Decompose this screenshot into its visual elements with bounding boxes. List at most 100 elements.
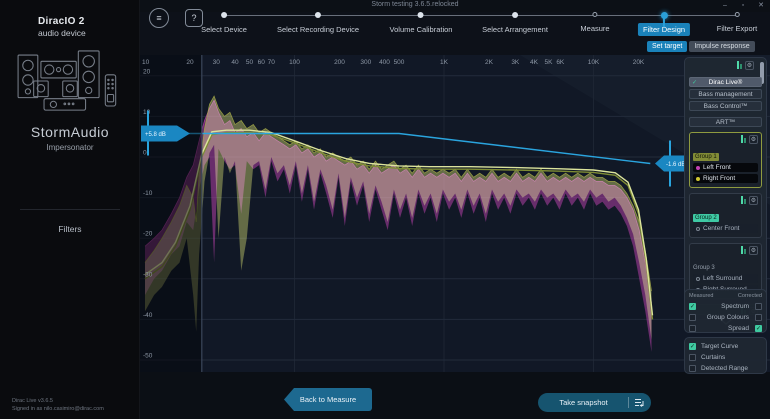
stepper-connector <box>224 15 737 16</box>
option-row-target-curve: ✓ Target Curve <box>689 341 762 351</box>
close-icon[interactable]: ✕ <box>758 2 764 9</box>
svg-text:500: 500 <box>394 59 405 66</box>
svg-text:-50: -50 <box>143 353 153 360</box>
checkbox-spread-measured[interactable] <box>689 324 696 332</box>
sidebar: DiracIO 2 audio device <box>0 0 140 419</box>
group-card-group-2[interactable]: ⚙ Group 2 Center Front <box>689 193 762 238</box>
filter-design-subtabs: Set target Impulse response <box>647 41 755 52</box>
help-button[interactable]: ? <box>185 9 203 27</box>
check-icon: ✓ <box>692 79 698 86</box>
menu-button[interactable]: ≡ <box>149 8 169 28</box>
channel-color-dot <box>696 165 700 170</box>
option-row-detected-range: Detected Range <box>689 363 762 373</box>
panel-scrollbar[interactable] <box>760 62 764 132</box>
checkbox-group-colours-corrected[interactable] <box>755 313 762 321</box>
step-filter-export[interactable]: Filter Export <box>717 12 757 33</box>
sidebar-item-filters[interactable]: Filters <box>58 224 82 234</box>
checkbox-curtains[interactable] <box>689 353 696 361</box>
mode-button-dirac-live[interactable]: ✓ Dirac Live® <box>689 77 762 87</box>
mode-button-art[interactable]: ART™ <box>689 117 762 127</box>
titlebar: Storm testing 3.6.5.relocked – ▫ ✕ <box>140 0 770 12</box>
spectrum-chart-svg[interactable]: 10 20 30 40 50 60 70 100 200 300 400 500 1K 2K 3K 4K 5K 6… <box>140 55 770 372</box>
checkbox-detected-range[interactable] <box>689 364 696 372</box>
back-to-measure-button[interactable]: Back to Measure <box>284 388 372 411</box>
gear-icon[interactable]: ⚙ <box>749 196 758 205</box>
svg-text:10: 10 <box>142 59 150 66</box>
levels-icon <box>741 246 746 254</box>
svg-text:20K: 20K <box>633 59 645 66</box>
channel-label: Left Surround <box>703 275 743 282</box>
channel-left-surround[interactable]: Left Surround <box>693 274 758 283</box>
product-title: DiracIO 2 <box>38 16 85 27</box>
svg-text:-30: -30 <box>143 271 153 278</box>
mode-button-bass-management[interactable]: Bass management <box>689 89 762 99</box>
channel-right-front[interactable]: Right Front <box>693 174 758 183</box>
channel-label: Center Front <box>703 225 740 232</box>
svg-text:0: 0 <box>143 150 147 157</box>
channel-center-front[interactable]: Center Front <box>693 224 758 233</box>
step-measure[interactable]: Measure <box>580 12 610 33</box>
checkbox-spread-corrected[interactable]: ✓ <box>755 324 762 332</box>
step-dot <box>220 12 227 18</box>
svg-text:70: 70 <box>268 59 276 66</box>
sidebar-divider <box>20 209 120 210</box>
checkbox-spectrum-measured[interactable]: ✓ <box>689 302 696 310</box>
svg-text:400: 400 <box>379 59 390 66</box>
group-card-group-1[interactable]: ⚙ Group 1 Left Front Right Front <box>689 132 762 188</box>
step-select-recording-device[interactable]: Select Recording Device <box>277 12 359 34</box>
checkbox-spectrum-corrected[interactable] <box>755 302 762 310</box>
subtab-impulse-response[interactable]: Impulse response <box>689 41 755 52</box>
target-end-flag[interactable] <box>655 155 690 172</box>
step-filter-design[interactable]: Filter Design <box>637 12 691 36</box>
svg-text:+5.8 dB: +5.8 dB <box>145 132 166 138</box>
option-label: Spread <box>728 324 749 332</box>
channel-left-front[interactable]: Left Front <box>693 163 758 172</box>
display-options-header: Measured Corrected <box>689 293 762 299</box>
option-row-spectrum: ✓ Spectrum <box>689 301 762 311</box>
mode-button-bass-control[interactable]: Bass Control™ <box>689 101 762 111</box>
gear-icon[interactable]: ⚙ <box>749 246 758 255</box>
brand-title: StormAudio <box>30 124 110 140</box>
gear-icon[interactable]: ⚙ <box>749 135 758 144</box>
target-curve-line[interactable] <box>145 132 651 165</box>
measured-header: Measured <box>689 293 714 299</box>
step-select-device[interactable]: Select Device <box>201 12 247 34</box>
step-label: Select Recording Device <box>276 25 360 34</box>
option-label: Group Colours <box>706 313 749 321</box>
target-level-flag[interactable] <box>141 125 190 142</box>
gear-icon[interactable]: ⚙ <box>745 61 754 70</box>
step-label: Filter Export <box>716 24 758 33</box>
option-label: Detected Range <box>701 364 748 372</box>
checkbox-target-curve[interactable]: ✓ <box>689 342 696 350</box>
channel-label: Right Front <box>703 175 736 182</box>
maximize-icon[interactable]: ▫ <box>741 2 745 9</box>
group-name: Group 2 <box>693 214 719 222</box>
step-label: Volume Calibration <box>389 25 453 34</box>
version-label: Dirac Live v3.6.5 <box>12 398 53 404</box>
speaker-group-list: ⚙ Group 1 Left Front Right Front ⚙ Group 2 Cen… <box>689 132 762 315</box>
svg-text:-1.6 dB: -1.6 dB <box>666 162 685 168</box>
option-label: Curtains <box>701 353 726 361</box>
help-icon: ? <box>191 13 197 23</box>
scrollbar-thumb[interactable] <box>760 62 764 84</box>
subtab-set-target[interactable]: Set target <box>647 41 688 52</box>
snapshot-button-label: Take snapshot <box>559 398 608 407</box>
checkbox-group-colours-measured[interactable] <box>689 313 696 321</box>
minimize-icon[interactable]: – <box>723 2 727 9</box>
svg-text:100: 100 <box>289 59 300 66</box>
option-label: Target Curve <box>701 342 739 350</box>
mode-button-label: Bass Control™ <box>703 102 748 110</box>
levels-icon <box>741 196 746 204</box>
svg-text:3K: 3K <box>511 59 520 66</box>
svg-text:-10: -10 <box>143 190 153 197</box>
step-volume-calibration[interactable]: Volume Calibration <box>389 12 453 34</box>
footer-bar: Back to Measure Take snapshot Proceed to… <box>140 372 770 419</box>
step-select-arrangement[interactable]: Select Arrangement <box>482 12 548 34</box>
channel-color-dot <box>696 176 700 181</box>
filter-design-chart[interactable]: 10 20 30 40 50 60 70 100 200 300 400 500 1K 2K 3K 4K 5K 6… <box>140 55 770 372</box>
take-snapshot-button[interactable]: Take snapshot <box>538 393 651 412</box>
corrected-header: Corrected <box>737 293 762 299</box>
svg-text:6K: 6K <box>556 59 565 66</box>
window-title: Storm testing 3.6.5.relocked <box>371 1 459 8</box>
speaker-illustration <box>17 50 117 111</box>
